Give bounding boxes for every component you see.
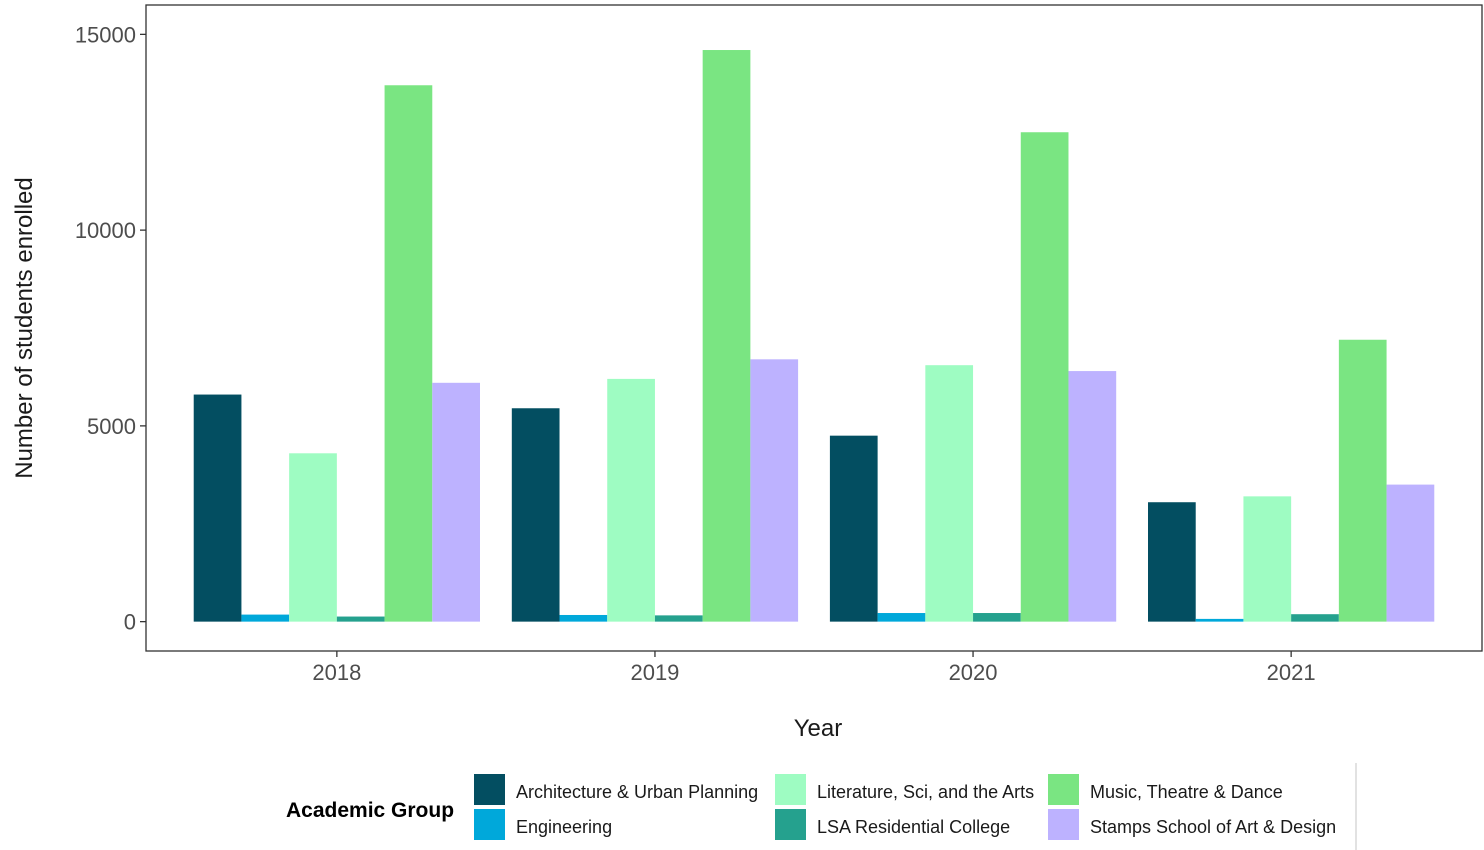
x-tick-label: 2018	[312, 660, 361, 685]
bar-engineering-2018	[241, 614, 290, 622]
y-axis-title: Number of students enrolled	[11, 177, 38, 479]
bar-lsa-residential-2018	[336, 616, 385, 622]
legend-label-engineering: Engineering	[516, 817, 612, 837]
legend-key-engineering	[474, 809, 505, 840]
x-tick-label: 2021	[1267, 660, 1316, 685]
bars-layer	[193, 50, 1435, 622]
legend-label-stamps: Stamps School of Art & Design	[1090, 817, 1336, 837]
legend-key-lsa-residential	[775, 809, 806, 840]
x-axis: 2018 2019 2020 2021	[312, 651, 1316, 685]
legend-label-architecture: Architecture & Urban Planning	[516, 782, 758, 802]
bar-stamps-2019	[750, 359, 799, 622]
legend-key-architecture	[474, 774, 505, 805]
bar-music-2018	[384, 85, 433, 622]
y-axis: 0 5000 10000 15000	[75, 22, 146, 635]
y-tick-label: 15000	[75, 22, 136, 47]
bar-music-2019	[702, 50, 751, 622]
bar-music-2020	[1020, 132, 1069, 622]
legend-key-music	[1048, 774, 1079, 805]
bar-lsa-residential-2020	[973, 613, 1021, 622]
bar-architecture-2020	[829, 435, 878, 622]
x-tick-label: 2020	[949, 660, 998, 685]
bar-engineering-2020	[877, 613, 926, 622]
y-tick-label: 5000	[87, 414, 136, 439]
x-axis-title: Year	[794, 715, 843, 742]
y-tick-label: 0	[124, 610, 136, 635]
bar-literature-2020	[925, 365, 974, 622]
legend-label-music: Music, Theatre & Dance	[1090, 782, 1283, 802]
legend-label-lsa-residential: LSA Residential College	[817, 817, 1010, 837]
legend-title: Academic Group	[286, 799, 454, 822]
bar-architecture-2021	[1148, 502, 1196, 622]
bar-lsa-residential-2021	[1291, 614, 1339, 622]
bar-engineering-2021	[1195, 618, 1244, 622]
legend-key-stamps	[1048, 809, 1079, 840]
bar-engineering-2019	[559, 614, 608, 622]
bar-architecture-2018	[193, 394, 242, 622]
bar-lsa-residential-2019	[654, 615, 703, 622]
bar-literature-2018	[289, 453, 337, 622]
bar-music-2021	[1338, 339, 1387, 622]
bar-stamps-2020	[1068, 371, 1117, 622]
bar-stamps-2018	[432, 382, 480, 622]
panel-border	[145, 4, 1483, 652]
x-tick-label: 2019	[630, 660, 679, 685]
legend: Academic Group Architecture & Urban Plan…	[286, 763, 1357, 850]
bar-literature-2021	[1243, 496, 1292, 622]
bar-literature-2019	[607, 378, 655, 622]
bar-architecture-2019	[511, 408, 560, 622]
legend-key-literature	[775, 774, 806, 805]
legend-label-literature: Literature, Sci, and the Arts	[817, 782, 1034, 802]
y-tick-label: 10000	[75, 218, 136, 243]
bar-stamps-2021	[1386, 484, 1435, 622]
